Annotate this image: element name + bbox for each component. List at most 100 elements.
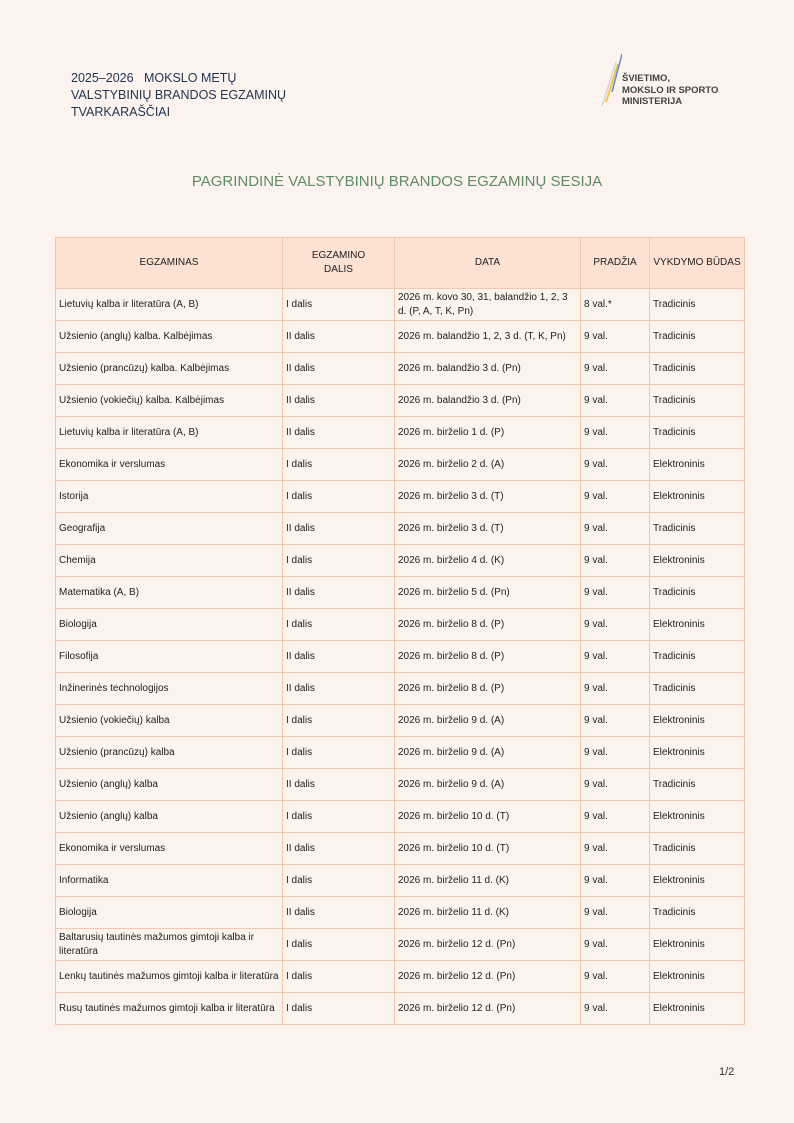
column-header: EGZAMINAS — [55, 237, 283, 289]
table-cell: Elektroninis — [649, 928, 745, 961]
table-row: Inžinerinės technologijos II dalis 2026 m.… — [55, 672, 745, 705]
table-cell: Elektroninis — [649, 736, 745, 769]
table-cell: 9 val. — [580, 384, 650, 417]
table-cell: I dalis — [282, 992, 395, 1025]
table-cell: 2026 m. birželio 11 d. (K) — [394, 864, 581, 897]
table-cell: Tradicinis — [649, 352, 745, 385]
table-cell: 2026 m. birželio 2 d. (A) — [394, 448, 581, 481]
table-cell: 9 val. — [580, 896, 650, 929]
table-cell: 2026 m. birželio 5 d. (Pn) — [394, 576, 581, 609]
table-cell: 9 val. — [580, 992, 650, 1025]
table-cell: Rusų tautinės mažumos gimtoji kalba ir l… — [55, 992, 283, 1025]
table-cell: Tradicinis — [649, 512, 745, 545]
table-cell: 2026 m. birželio 8 d. (P) — [394, 672, 581, 705]
table-cell: I dalis — [282, 608, 395, 641]
table-row: Užsienio (anglų) kalba. Kalbėjimas II dal… — [55, 320, 745, 353]
table-cell: Užsienio (vokiečių) kalba — [55, 704, 283, 737]
table-row: Užsienio (vokiečių) kalba I dalis 2026 m. … — [55, 704, 745, 737]
table-cell: 2026 m. birželio 3 d. (T) — [394, 480, 581, 513]
logo-stripes-icon — [601, 53, 623, 107]
table-cell: Užsienio (prancūzų) kalba — [55, 736, 283, 769]
table-cell: Tradicinis — [649, 416, 745, 449]
table-row: Lietuvių kalba ir literatūra (A, B) I dal… — [55, 288, 745, 321]
table-cell: Tradicinis — [649, 832, 745, 865]
table-cell: Geografija — [55, 512, 283, 545]
table-cell: 9 val. — [580, 352, 650, 385]
header-line: VALSTYBINIŲ BRANDOS EGZAMINŲ — [71, 88, 287, 102]
table-cell: Biologija — [55, 896, 283, 929]
table-cell: Matematika (A, B) — [55, 576, 283, 609]
table-cell: 2026 m. birželio 1 d. (P) — [394, 416, 581, 449]
table-cell: I dalis — [282, 960, 395, 993]
table-cell: 9 val. — [580, 704, 650, 737]
table-cell: 9 val. — [580, 608, 650, 641]
table-cell: Inžinerinės technologijos — [55, 672, 283, 705]
table-cell: 9 val. — [580, 800, 650, 833]
table-cell: 9 val. — [580, 512, 650, 545]
table-cell: Tradicinis — [649, 288, 745, 321]
header-line: 2025–2026 MOKSLO METŲ — [71, 71, 237, 85]
table-cell: Tradicinis — [649, 320, 745, 353]
table-cell: Elektroninis — [649, 480, 745, 513]
table-cell: Ekonomika ir verslumas — [55, 448, 283, 481]
table-row: Ekonomika ir verslumas II dalis 2026 m. bi… — [55, 832, 745, 865]
table-cell: I dalis — [282, 864, 395, 897]
logo-text: MINISTERIJA — [622, 96, 683, 107]
table-cell: Lietuvių kalba ir literatūra (A, B) — [55, 416, 283, 449]
table-cell: II dalis — [282, 352, 395, 385]
table-cell: 9 val. — [580, 864, 650, 897]
table-cell: 2026 m. birželio 9 d. (A) — [394, 768, 581, 801]
table-cell: 9 val. — [580, 832, 650, 865]
table-cell: 9 val. — [580, 960, 650, 993]
table-cell: 9 val. — [580, 768, 650, 801]
table-cell: 2026 m. birželio 8 d. (P) — [394, 608, 581, 641]
table-row: Istorija I dalis 2026 m. birželio 3 d. (T)… — [55, 480, 745, 513]
table-cell: 8 val.* — [580, 288, 650, 321]
table-cell: 9 val. — [580, 320, 650, 353]
table-cell: 2026 m. birželio 10 d. (T) — [394, 832, 581, 865]
column-header: VYKDYMO BŪDAS — [649, 237, 745, 289]
table-cell: Elektroninis — [649, 544, 745, 577]
ministry-logo: ŠVIETIMO, MOKSLO IR SPORTO MINISTERIJA — [592, 52, 742, 108]
table-cell: Užsienio (prancūzų) kalba. Kalbėjimas — [55, 352, 283, 385]
table-cell: 9 val. — [580, 448, 650, 481]
document-header: 2025–2026 MOKSLO METŲ VALSTYBINIŲ BRANDO… — [71, 70, 286, 121]
table-cell: 2026 m. balandžio 1, 2, 3 d. (T, K, Pn) — [394, 320, 581, 353]
column-header: EGZAMINO DALIS — [282, 237, 395, 289]
table-cell: Informatika — [55, 864, 283, 897]
table-cell: Tradicinis — [649, 640, 745, 673]
logo-text: ŠVIETIMO, — [622, 73, 671, 84]
table-cell: Istorija — [55, 480, 283, 513]
table-cell: Biologija — [55, 608, 283, 641]
table-row: Užsienio (anglų) kalba I dalis 2026 m. bir… — [55, 800, 745, 833]
page-number: 1/2 — [719, 1066, 735, 1078]
table-cell: II dalis — [282, 416, 395, 449]
table-cell: 9 val. — [580, 480, 650, 513]
table-cell: 2026 m. birželio 8 d. (P) — [394, 640, 581, 673]
table-cell: Tradicinis — [649, 896, 745, 929]
table-cell: Elektroninis — [649, 448, 745, 481]
table-cell: II dalis — [282, 640, 395, 673]
table-cell: 2026 m. birželio 12 d. (Pn) — [394, 992, 581, 1025]
table-cell: Elektroninis — [649, 992, 745, 1025]
table-cell: 2026 m. birželio 9 d. (A) — [394, 736, 581, 769]
table-row: Užsienio (prancūzų) kalba I dalis 2026 m. … — [55, 736, 745, 769]
table-cell: 9 val. — [580, 672, 650, 705]
table-cell: Tradicinis — [649, 576, 745, 609]
table-cell: 9 val. — [580, 928, 650, 961]
table-row: Užsienio (prancūzų) kalba. Kalbėjimas II … — [55, 352, 745, 385]
table-cell: Tradicinis — [649, 672, 745, 705]
table-row: Geografija II dalis 2026 m. birželio 3 d. … — [55, 512, 745, 545]
table-cell: Baltarusių tautinės mažumos gimtoji kalb… — [55, 928, 283, 961]
table-cell: 2026 m. birželio 12 d. (Pn) — [394, 928, 581, 961]
table-row: Lietuvių kalba ir literatūra (A, B) II da… — [55, 416, 745, 449]
table-cell: II dalis — [282, 832, 395, 865]
table-cell: Užsienio (vokiečių) kalba. Kalbėjimas — [55, 384, 283, 417]
table-cell: 2026 m. birželio 9 d. (A) — [394, 704, 581, 737]
table-cell: Elektroninis — [649, 960, 745, 993]
table-cell: I dalis — [282, 448, 395, 481]
table-cell: 9 val. — [580, 576, 650, 609]
table-cell: II dalis — [282, 320, 395, 353]
table-row: Užsienio (vokiečių) kalba. Kalbėjimas II … — [55, 384, 745, 417]
